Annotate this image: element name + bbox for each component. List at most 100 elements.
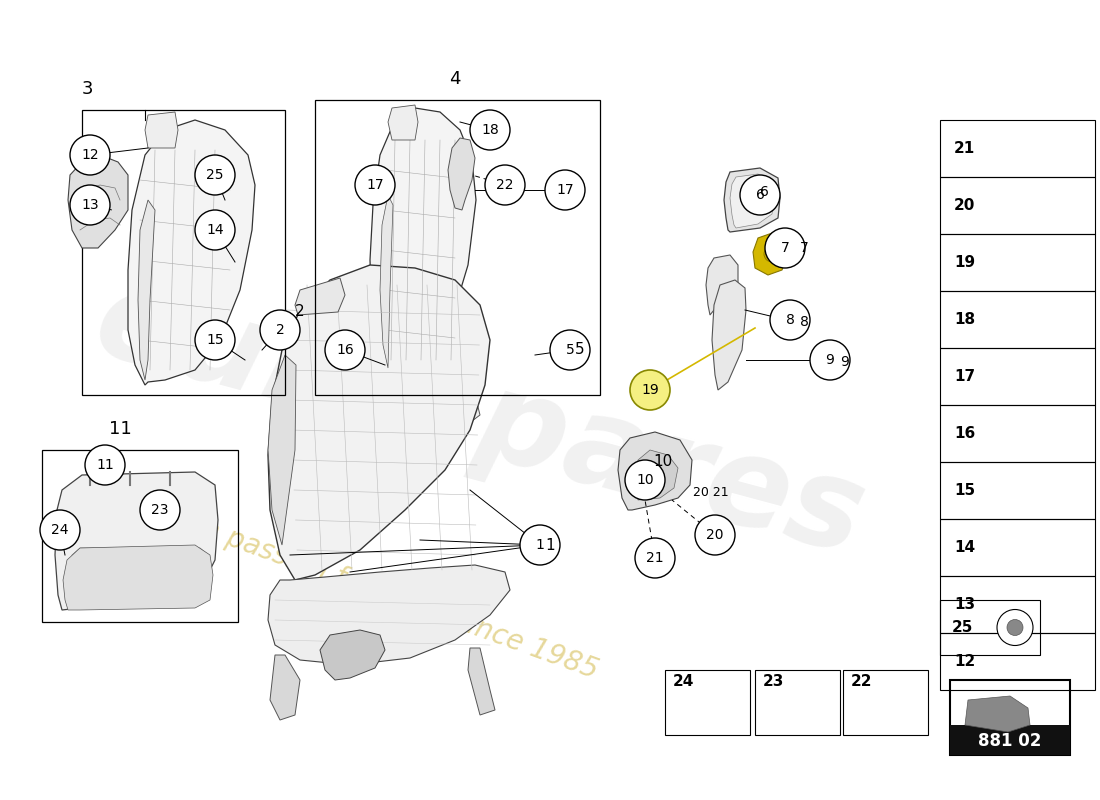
Text: 22: 22 — [496, 178, 514, 192]
Polygon shape — [370, 380, 480, 435]
Circle shape — [770, 300, 810, 340]
Circle shape — [70, 185, 110, 225]
Circle shape — [140, 490, 180, 530]
Text: 24: 24 — [673, 674, 694, 690]
Circle shape — [764, 246, 780, 262]
Circle shape — [764, 228, 805, 268]
Text: eurospares: eurospares — [82, 259, 878, 581]
Text: 9: 9 — [826, 353, 835, 367]
Polygon shape — [295, 278, 345, 315]
Polygon shape — [138, 200, 155, 380]
Bar — [940, 291, 1094, 348]
Text: 10: 10 — [653, 454, 672, 470]
Text: 7: 7 — [781, 241, 790, 255]
Circle shape — [195, 210, 235, 250]
Text: 2: 2 — [276, 323, 285, 337]
Circle shape — [85, 445, 125, 485]
Polygon shape — [468, 648, 495, 715]
Text: 21: 21 — [954, 141, 976, 156]
Polygon shape — [68, 155, 128, 248]
Bar — [42, 450, 238, 622]
Circle shape — [544, 170, 585, 210]
Polygon shape — [724, 168, 780, 232]
Text: 1: 1 — [536, 538, 544, 552]
Text: 15: 15 — [206, 333, 223, 347]
Circle shape — [1006, 619, 1023, 635]
Polygon shape — [268, 355, 296, 545]
Polygon shape — [754, 232, 788, 275]
Circle shape — [260, 310, 300, 350]
Text: 1: 1 — [544, 538, 554, 553]
Text: 12: 12 — [954, 654, 976, 669]
Polygon shape — [730, 174, 774, 228]
Text: 7: 7 — [800, 241, 808, 255]
Text: 21: 21 — [646, 551, 663, 565]
Polygon shape — [55, 472, 218, 610]
Bar — [940, 405, 1094, 462]
Text: 25: 25 — [952, 620, 974, 635]
Text: 3: 3 — [82, 80, 94, 98]
Text: 23: 23 — [152, 503, 168, 517]
Polygon shape — [128, 120, 255, 385]
Text: 20: 20 — [706, 528, 724, 542]
Bar — [315, 100, 600, 395]
Polygon shape — [712, 280, 746, 390]
Text: 5: 5 — [565, 343, 574, 357]
Text: 11: 11 — [109, 420, 131, 438]
Text: 13: 13 — [81, 198, 99, 212]
Circle shape — [997, 610, 1033, 646]
Circle shape — [630, 370, 670, 410]
Bar — [843, 670, 928, 735]
Circle shape — [485, 165, 525, 205]
Polygon shape — [270, 655, 300, 720]
Text: 12: 12 — [81, 148, 99, 162]
Circle shape — [695, 515, 735, 555]
Text: 14: 14 — [206, 223, 223, 237]
Bar — [950, 680, 1070, 755]
Text: 17: 17 — [557, 183, 574, 197]
Text: 25: 25 — [207, 168, 223, 182]
Polygon shape — [379, 195, 393, 368]
Bar — [666, 670, 750, 735]
Text: 4: 4 — [449, 70, 461, 88]
Polygon shape — [268, 565, 510, 665]
Text: 24: 24 — [52, 523, 68, 537]
Text: 19: 19 — [641, 383, 659, 397]
Bar — [940, 576, 1094, 633]
Text: 8: 8 — [800, 315, 808, 329]
Circle shape — [70, 135, 110, 175]
Circle shape — [355, 165, 395, 205]
Bar — [940, 519, 1094, 576]
Circle shape — [195, 155, 235, 195]
Text: 6: 6 — [760, 185, 769, 199]
Bar — [82, 110, 285, 395]
Text: 18: 18 — [481, 123, 499, 137]
Bar — [755, 670, 840, 735]
Bar — [940, 600, 1040, 655]
Bar — [950, 725, 1070, 755]
Text: 16: 16 — [954, 426, 976, 441]
Circle shape — [740, 175, 780, 215]
Polygon shape — [965, 696, 1030, 732]
Text: 18: 18 — [954, 312, 975, 327]
Circle shape — [625, 460, 666, 500]
Polygon shape — [268, 265, 490, 580]
Text: 20: 20 — [954, 198, 976, 213]
Text: 881 02: 881 02 — [978, 733, 1042, 750]
Text: 5: 5 — [575, 342, 584, 358]
Text: 14: 14 — [954, 540, 975, 555]
Text: 9: 9 — [840, 355, 849, 369]
Text: 13: 13 — [954, 597, 975, 612]
Polygon shape — [63, 545, 213, 610]
Circle shape — [520, 525, 560, 565]
Text: 16: 16 — [337, 343, 354, 357]
Polygon shape — [388, 105, 418, 140]
Bar — [940, 177, 1094, 234]
Bar — [940, 120, 1094, 177]
Circle shape — [195, 320, 235, 360]
Text: 6: 6 — [756, 188, 764, 202]
Polygon shape — [370, 108, 476, 377]
Circle shape — [470, 110, 510, 150]
Text: 17: 17 — [366, 178, 384, 192]
Polygon shape — [618, 432, 692, 510]
